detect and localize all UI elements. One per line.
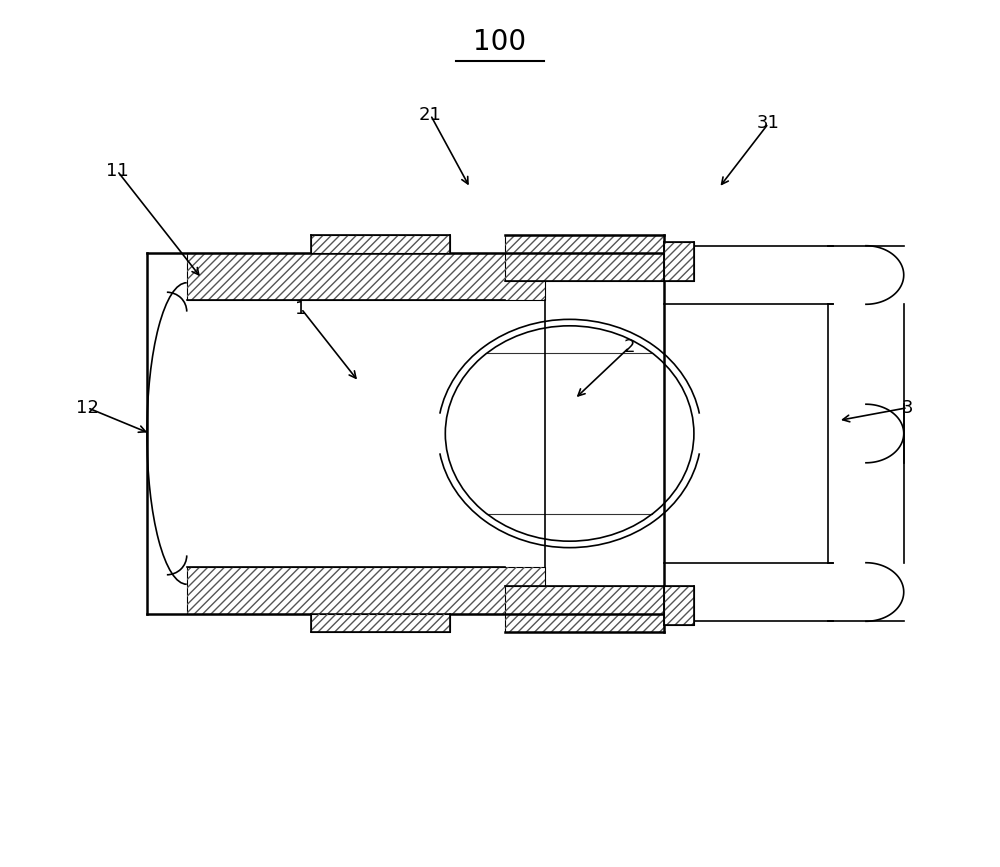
Bar xyxy=(505,235,664,281)
Text: 3: 3 xyxy=(902,399,913,417)
Text: 2: 2 xyxy=(624,338,635,356)
Text: 31: 31 xyxy=(757,114,780,133)
Text: 11: 11 xyxy=(106,162,129,179)
Bar xyxy=(664,242,694,281)
Bar xyxy=(311,615,450,632)
Bar xyxy=(187,567,545,615)
Bar xyxy=(505,235,664,281)
Text: 21: 21 xyxy=(419,106,442,124)
Bar xyxy=(311,615,450,632)
Bar xyxy=(187,252,545,300)
Text: 1: 1 xyxy=(295,300,307,317)
Bar xyxy=(505,586,664,632)
Bar xyxy=(664,242,694,281)
Bar xyxy=(187,252,545,300)
Bar xyxy=(187,567,545,615)
Text: 100: 100 xyxy=(473,28,527,55)
Bar xyxy=(664,586,694,625)
Bar xyxy=(664,586,694,625)
Bar xyxy=(505,586,664,632)
Text: 12: 12 xyxy=(76,399,99,417)
Bar xyxy=(311,235,450,252)
Bar xyxy=(311,235,450,252)
